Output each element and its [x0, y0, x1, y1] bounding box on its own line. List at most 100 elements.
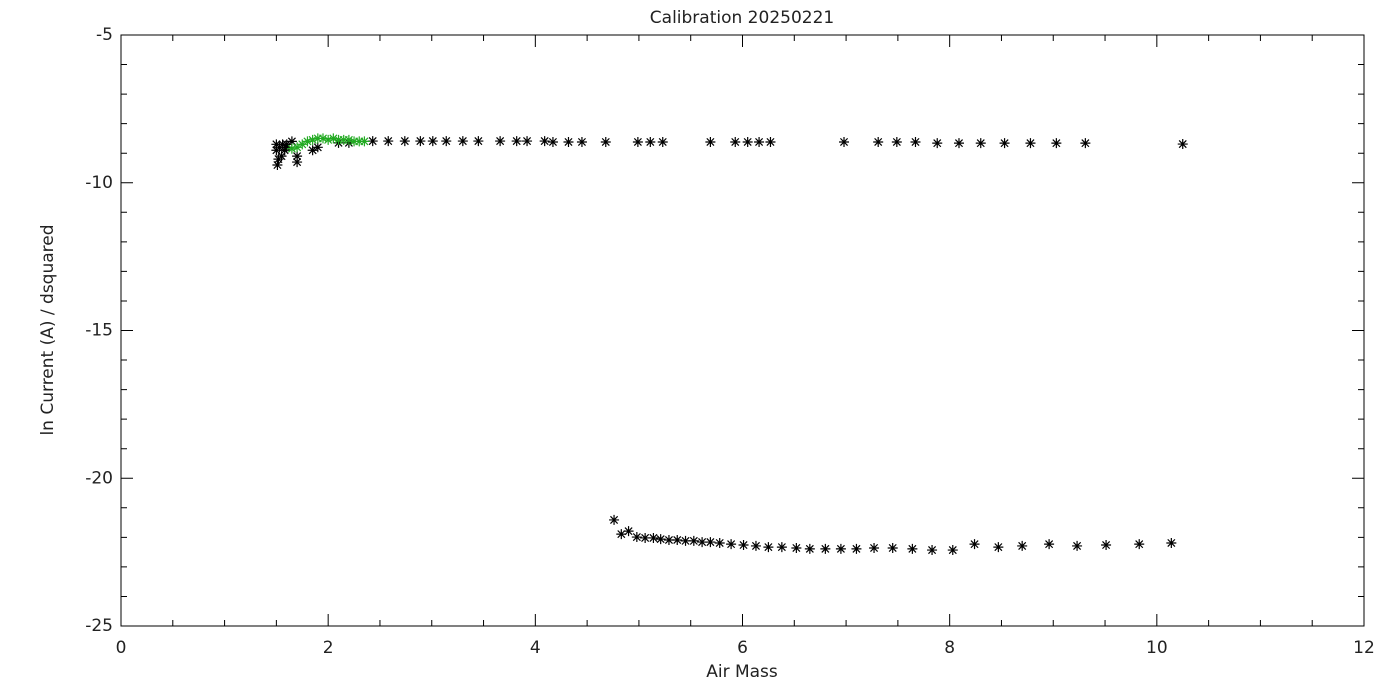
data-point: [851, 543, 862, 554]
data-point: [835, 543, 846, 554]
data-point: [680, 535, 691, 546]
data-point: [1134, 539, 1145, 550]
data-point: [563, 136, 574, 147]
data-point: [1177, 139, 1188, 150]
data-point: [616, 529, 627, 540]
data-point: [1051, 138, 1062, 149]
data-point: [688, 535, 699, 546]
y-tick-label: -10: [85, 173, 113, 193]
plot-frame: [120, 34, 1365, 627]
data-point: [457, 136, 468, 147]
data-point: [415, 136, 426, 147]
data-point: [623, 526, 634, 537]
data-point: [765, 136, 776, 147]
data-point: [1072, 540, 1083, 551]
data-point: [730, 136, 741, 147]
data-point: [993, 542, 1004, 553]
data-point: [297, 139, 308, 150]
data-point: [367, 136, 378, 147]
data-point: [473, 136, 484, 147]
data-point: [672, 535, 683, 546]
data-point: [292, 142, 303, 153]
data-point: [427, 136, 438, 147]
data-point: [276, 151, 287, 162]
data-point: [1017, 540, 1028, 551]
data-point: [279, 145, 290, 156]
data-point: [953, 138, 964, 149]
data-point: [839, 136, 850, 147]
data-point: [272, 160, 283, 171]
data-point: [887, 542, 898, 553]
data-point: [312, 142, 323, 153]
data-point: [742, 136, 753, 147]
data-point: [873, 136, 884, 147]
data-point: [631, 532, 642, 543]
data-point: [869, 542, 880, 553]
data-point: [312, 133, 323, 144]
data-point: [511, 136, 522, 147]
x-tick-label: 4: [530, 638, 541, 658]
data-point: [927, 545, 938, 556]
x-tick-label: 10: [1146, 638, 1168, 658]
data-point: [292, 157, 303, 168]
data-point: [609, 514, 620, 525]
x-axis-label: Air Mass: [706, 662, 778, 682]
data-point: [349, 136, 360, 147]
data-point: [338, 134, 349, 145]
data-point: [307, 134, 318, 145]
data-point: [705, 136, 716, 147]
y-tick-label: -5: [96, 25, 113, 45]
data-point: [281, 142, 292, 153]
data-point: [359, 136, 370, 147]
data-point: [640, 532, 651, 543]
data-point: [910, 136, 921, 147]
data-point: [763, 542, 774, 553]
data-point: [317, 133, 328, 144]
data-point: [632, 136, 643, 147]
data-point: [441, 136, 452, 147]
data-point: [323, 134, 334, 145]
data-point: [726, 539, 737, 550]
data-point: [333, 134, 344, 145]
x-tick-label: 12: [1353, 638, 1375, 658]
data-point: [663, 535, 674, 546]
data-point: [328, 133, 339, 144]
data-point: [697, 537, 708, 548]
data-point: [891, 136, 902, 147]
data-point: [907, 543, 918, 554]
data-point: [705, 537, 716, 548]
data-point: [969, 539, 980, 550]
data-point: [495, 136, 506, 147]
data-point: [399, 136, 410, 147]
data-point: [657, 136, 668, 147]
data-point: [804, 543, 815, 554]
data-point: [547, 136, 558, 147]
data-point: [791, 542, 802, 553]
data-point: [999, 138, 1010, 149]
x-tick-label: 6: [737, 638, 748, 658]
data-point: [1080, 138, 1091, 149]
data-point: [1101, 540, 1112, 551]
data-point: [1025, 138, 1036, 149]
data-point: [738, 540, 749, 551]
data-point: [776, 542, 787, 553]
data-point: [292, 151, 303, 162]
data-point: [539, 136, 550, 147]
data-point: [1166, 537, 1177, 548]
data-point: [820, 543, 831, 554]
data-point: [975, 138, 986, 149]
data-point: [383, 136, 394, 147]
data-point: [600, 136, 611, 147]
y-tick-label: -20: [85, 468, 113, 488]
x-tick-label: 0: [116, 638, 127, 658]
data-point: [655, 534, 666, 545]
data-point: [343, 134, 354, 145]
chart-title: Calibration 20250221: [650, 8, 834, 28]
data-point: [354, 136, 365, 147]
y-tick-label: -15: [85, 321, 113, 341]
x-tick-label: 2: [323, 638, 334, 658]
y-axis-label: ln Current (A) / dsquared: [38, 224, 58, 435]
data-point: [754, 136, 765, 147]
data-point: [522, 136, 533, 147]
data-point: [307, 145, 318, 156]
